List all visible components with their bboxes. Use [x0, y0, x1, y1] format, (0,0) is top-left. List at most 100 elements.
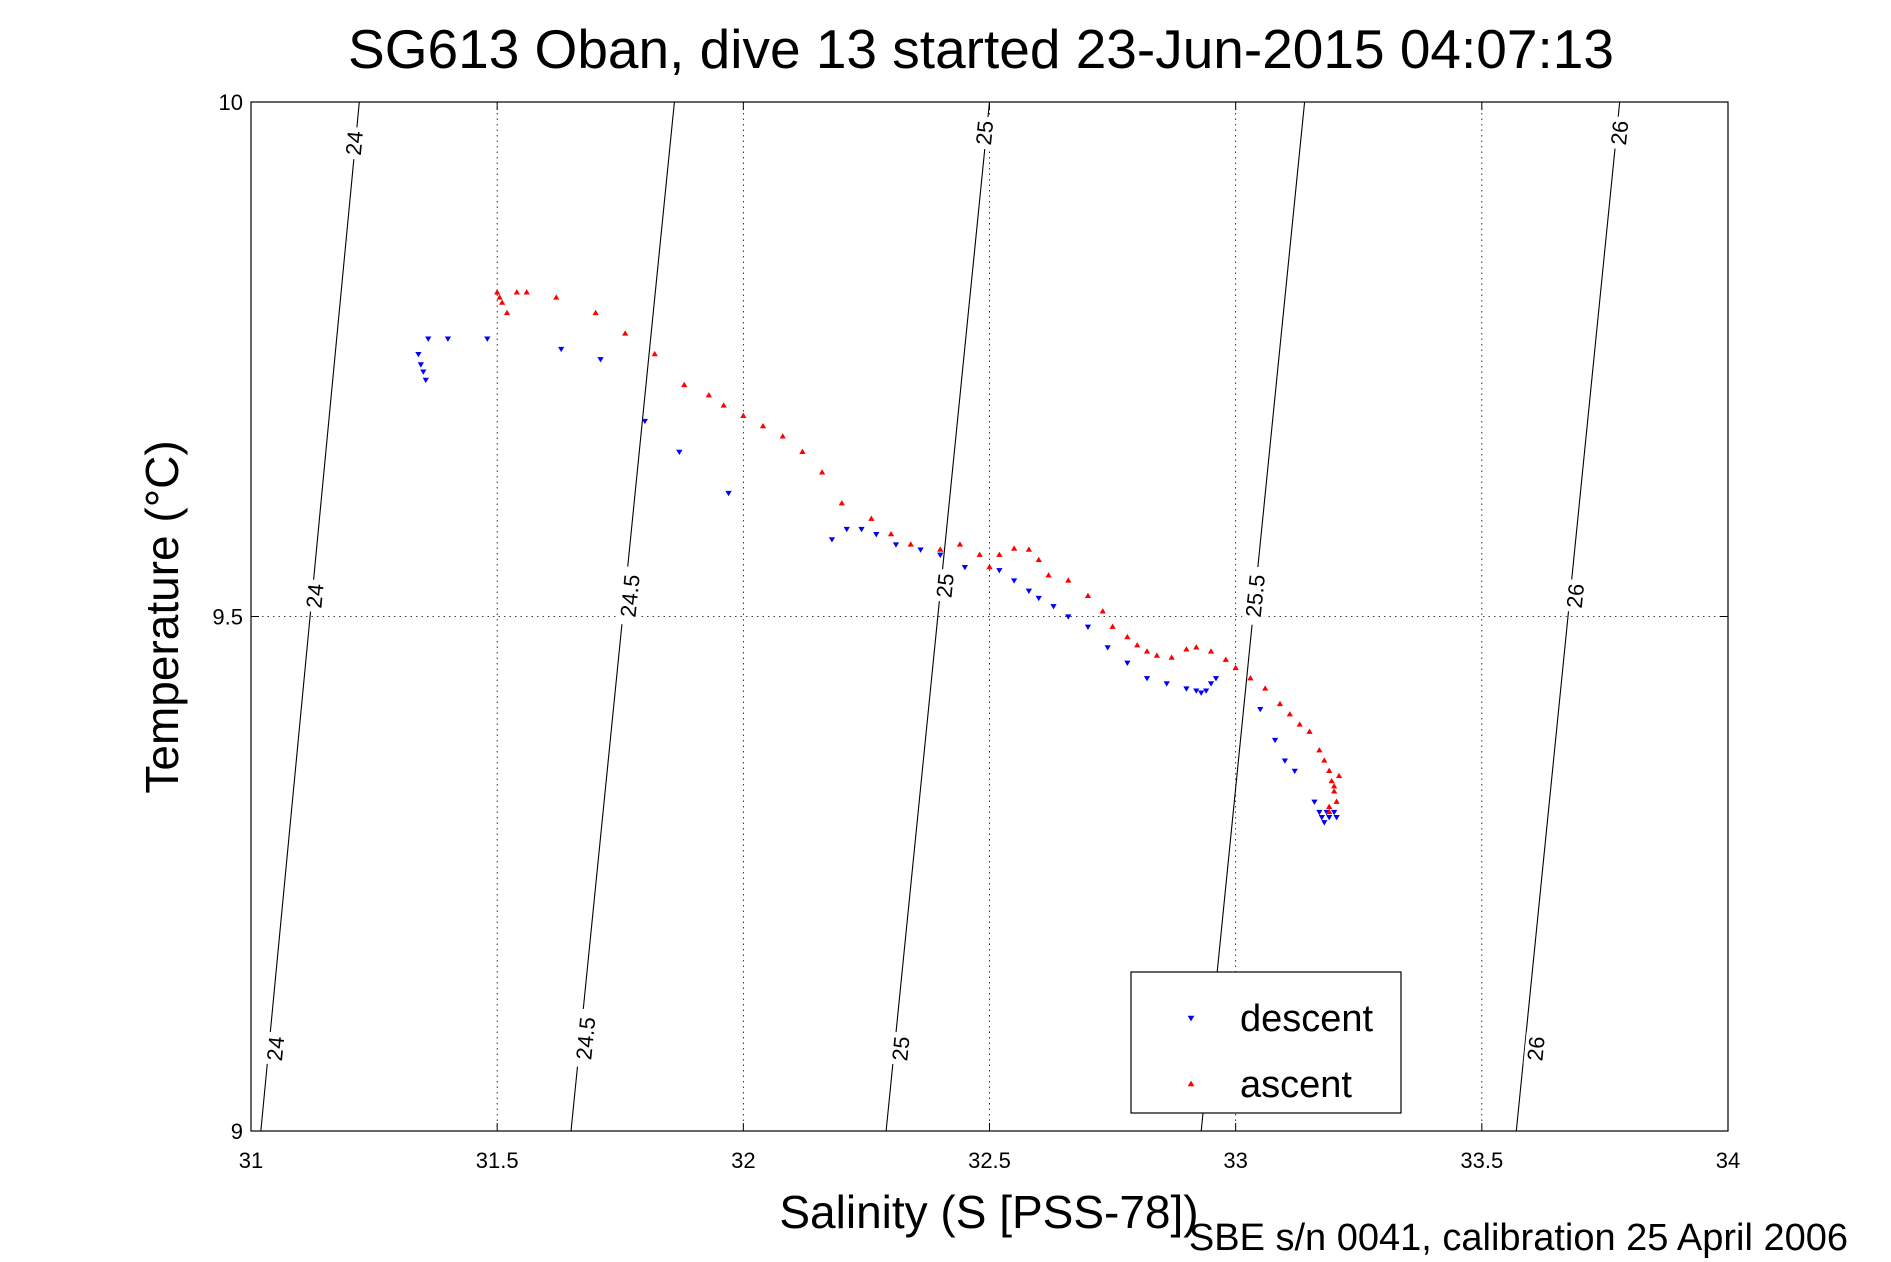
- descent-point: [1318, 815, 1325, 821]
- ascent-point: [523, 289, 530, 295]
- x-tick-label: 33: [1223, 1148, 1247, 1173]
- ascent-point: [1321, 757, 1328, 763]
- contour-label: 24: [341, 130, 368, 157]
- contour-label: 26: [1562, 582, 1589, 609]
- descent-point: [417, 362, 424, 368]
- ascent-point: [1296, 721, 1303, 727]
- descent-point: [1326, 815, 1333, 821]
- descent-point: [415, 351, 422, 358]
- descent-point: [917, 547, 924, 553]
- descent-point: [484, 336, 491, 342]
- ascent-point: [1306, 728, 1313, 734]
- ascent-point: [799, 448, 806, 454]
- x-tick-label: 32: [731, 1148, 755, 1173]
- descent-point: [1333, 815, 1340, 821]
- legend: descent ascent: [1130, 971, 1402, 1114]
- footnote: SBE s/n 0041, calibration 25 April 2006: [1189, 1217, 1848, 1259]
- descent-point: [961, 564, 969, 571]
- descent-point: [444, 336, 452, 342]
- x-tick-label: 33.5: [1460, 1148, 1503, 1173]
- ascent-point: [1010, 545, 1018, 551]
- contour-label: 24.5: [616, 573, 645, 618]
- ascent-point: [887, 530, 895, 537]
- descent-point: [1257, 706, 1264, 713]
- contour-label: 25: [887, 1035, 914, 1062]
- descent-point: [1291, 768, 1298, 775]
- legend-label-ascent: ascent: [1240, 1064, 1352, 1106]
- ascent-point: [907, 541, 914, 547]
- contour-label: 26: [1606, 119, 1633, 146]
- descent-point: [892, 542, 900, 548]
- data-points: [415, 289, 1343, 826]
- ascent-point: [622, 330, 629, 336]
- descent-point: [858, 526, 865, 533]
- contour-label: 24.5: [571, 1016, 600, 1061]
- ascent-point: [494, 289, 501, 295]
- contour-label-bg: [302, 578, 328, 613]
- descent-point: [1183, 686, 1190, 692]
- ascent-point: [1035, 556, 1042, 563]
- descent-point: [843, 526, 850, 533]
- ascent-point: [838, 500, 845, 506]
- x-axis-label: Salinity (S [PSS-78]): [779, 1186, 1198, 1238]
- ascent-point: [1084, 592, 1092, 599]
- x-tick-label: 34: [1716, 1148, 1740, 1173]
- ascent-point: [937, 546, 944, 552]
- ascent-point: [1276, 700, 1284, 707]
- descent-point: [558, 346, 565, 353]
- y-tick-label: 10: [219, 90, 243, 115]
- density-contours: 24 24 24 24.5 24.5 25 25 25 25.5 26 26 26: [260, 101, 1633, 1132]
- ascent-point: [1326, 803, 1333, 809]
- contour-label: 25: [932, 572, 959, 599]
- descent-point: [1035, 595, 1042, 602]
- ascent-point: [496, 294, 503, 300]
- contour-label: 26: [1522, 1035, 1549, 1062]
- ascent-point: [976, 551, 983, 557]
- ascent-point: [720, 402, 727, 408]
- legend-box: [1130, 971, 1402, 1114]
- descent-point: [676, 449, 683, 456]
- ascent-point: [779, 433, 786, 439]
- descent-point: [1281, 758, 1289, 764]
- ascent-point: [1099, 608, 1106, 614]
- ascent-point: [1335, 772, 1343, 779]
- ascent-point: [956, 541, 964, 547]
- contour-label-bg: [263, 1031, 289, 1066]
- ascent-point: [553, 294, 560, 300]
- descent-point: [937, 552, 944, 558]
- descent-point: [1271, 737, 1279, 744]
- ascent-point: [705, 392, 712, 398]
- contour-label-bg: [341, 126, 367, 161]
- y-axis-label: Temperature (°C): [136, 440, 188, 793]
- descent-point: [1321, 820, 1328, 826]
- ascent-point: [681, 381, 688, 388]
- descent-point: [1050, 604, 1057, 610]
- descent-point: [422, 377, 429, 384]
- ascent-point: [1153, 652, 1161, 658]
- ascent-point: [1328, 777, 1335, 784]
- legend-marker-descent: [1187, 1015, 1195, 1022]
- ascent-point: [1207, 648, 1215, 654]
- descent-point: [1331, 809, 1338, 816]
- ascent-point: [1247, 675, 1254, 681]
- axis-ticks: 31 31.5 32 32.5 33 33.5 34 9 9.5 10: [212, 90, 1740, 1173]
- descent-point: [420, 369, 427, 375]
- contour-label-bg: [1241, 565, 1270, 626]
- contour-label: 24: [301, 583, 328, 610]
- ascent-point: [651, 350, 658, 357]
- ascent-point: [1109, 623, 1116, 629]
- descent-point: [641, 418, 648, 425]
- ascent-point: [503, 309, 511, 316]
- descent-point: [1143, 676, 1151, 682]
- chart-title: SG613 Oban, dive 13 started 23-Jun-2015 …: [348, 18, 1614, 80]
- ascent-point: [1326, 767, 1333, 773]
- ascent-point: [1168, 654, 1175, 660]
- ascent-point: [498, 299, 506, 305]
- y-tick-label: 9: [231, 1119, 243, 1144]
- descent-point: [597, 357, 604, 363]
- y-tick-label: 9.5: [212, 605, 243, 630]
- descent-point: [828, 537, 836, 543]
- ascent-point: [1262, 685, 1269, 691]
- ascent-point: [1316, 747, 1323, 753]
